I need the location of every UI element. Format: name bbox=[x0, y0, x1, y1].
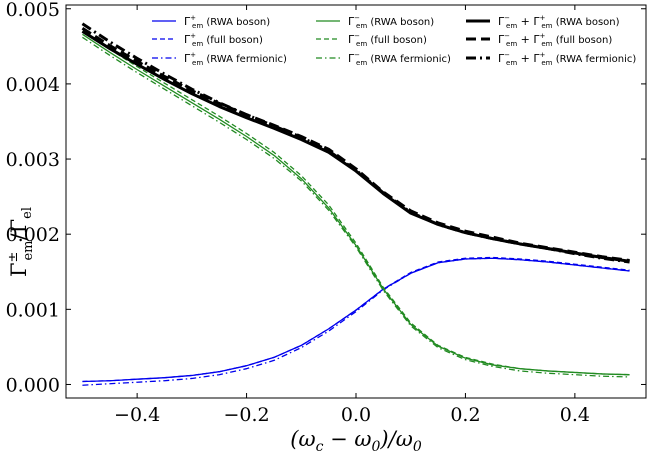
y-tick-label: 0.001 bbox=[6, 299, 60, 321]
y-tick-label: 0.000 bbox=[6, 374, 60, 396]
x-tick-label: −0.2 bbox=[223, 404, 269, 426]
series-line-2 bbox=[82, 256, 630, 383]
y-axis: 0.000 0.001 0.002 0.003 0.004 0.005 bbox=[6, 0, 646, 396]
legend-entry: Γ+ em (RWA fermionic) bbox=[184, 51, 287, 67]
y-tick-label: 0.002 bbox=[6, 224, 60, 246]
series-line-5 bbox=[82, 30, 630, 376]
legend: Γ+ em (RWA boson) Γ+ em (full boson) Γ+ em (R… bbox=[152, 14, 636, 67]
series-line-3 bbox=[82, 257, 630, 386]
legend-entry: Γ− em (full boson) bbox=[348, 32, 427, 48]
legend-entry: Γ− em + Γ+ em (full boson) bbox=[498, 32, 612, 48]
legend-entry: Γ+ em (RWA boson) bbox=[184, 14, 270, 30]
series-line-6 bbox=[82, 36, 630, 378]
y-tick-label: 0.005 bbox=[6, 0, 60, 21]
series-line-8 bbox=[81, 27, 630, 262]
series-line-1 bbox=[82, 257, 630, 383]
legend-entry: Γ− em (RWA fermionic) bbox=[348, 51, 451, 67]
x-tick-label: −0.4 bbox=[114, 404, 160, 426]
y-tick-label: 0.003 bbox=[6, 149, 60, 171]
legend-entry: Γ− em + Γ+ em (RWA fermionic) bbox=[498, 51, 636, 67]
y-tick-label: 0.004 bbox=[6, 74, 60, 96]
x-tick-label: 0.2 bbox=[450, 404, 480, 426]
x-axis-label: (ωc − ω0)/ω0 bbox=[290, 427, 422, 455]
x-tick-label: 0.4 bbox=[560, 404, 590, 426]
legend-entry: Γ− em (RWA boson) bbox=[348, 14, 434, 30]
x-tick-label: 0.0 bbox=[341, 404, 371, 426]
series-line-4 bbox=[82, 33, 630, 376]
legend-entry: Γ+ em (full boson) bbox=[184, 32, 263, 48]
legend-entry: Γ− em + Γ+ em (RWA boson) bbox=[498, 14, 620, 30]
series-line-9 bbox=[81, 22, 630, 264]
x-axis: −0.4 −0.2 0.0 0.2 0.4 bbox=[114, 5, 590, 426]
series-layer bbox=[81, 22, 630, 386]
